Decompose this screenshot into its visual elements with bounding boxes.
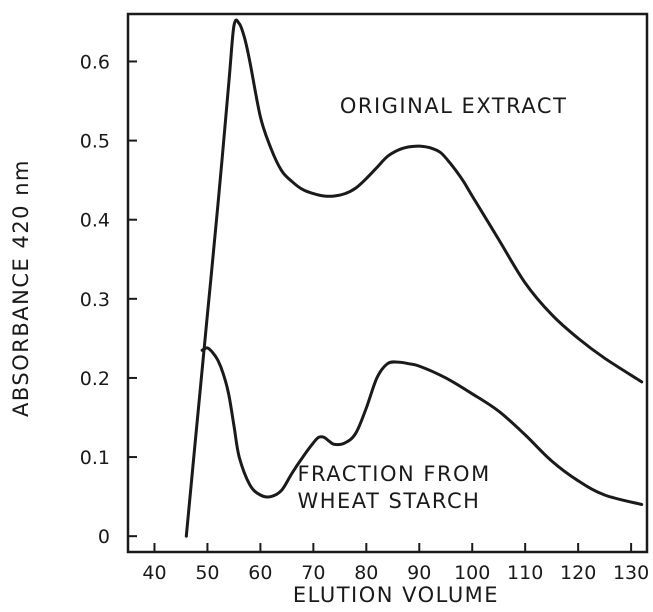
x-tick-label: 80 — [354, 562, 378, 584]
x-tick-label: 100 — [454, 562, 490, 584]
plot-frame — [126, 12, 649, 554]
y-axis-title: ABSORBANCE 420 nm — [9, 159, 33, 417]
annotation-text: WHEAT STARCH — [297, 489, 480, 513]
x-axis-title: ELUTION VOLUME — [293, 583, 499, 607]
x-tick-label: 120 — [560, 562, 596, 584]
series-line-1 — [200, 346, 644, 506]
y-tick-label: 0 — [98, 526, 110, 548]
y-axis-title-group: ABSORBANCE 420 nm — [9, 159, 33, 417]
annotation-text: ORIGINAL EXTRACT — [340, 94, 568, 118]
x-tick-label: 130 — [613, 562, 649, 584]
y-tick-label: 0.2 — [80, 368, 110, 390]
x-tick-label: 90 — [407, 562, 431, 584]
y-tick-label: 0.4 — [80, 210, 110, 232]
x-tick-label: 40 — [142, 562, 166, 584]
annotations: ORIGINAL EXTRACT FRACTION FROM WHEAT STARC… — [297, 94, 568, 513]
x-tick-label: 110 — [507, 562, 543, 584]
x-tick-label: 60 — [248, 562, 272, 584]
y-tick-label: 0.6 — [80, 51, 110, 73]
y-tick-label: 0.5 — [80, 131, 110, 153]
x-tick-label: 70 — [301, 562, 325, 584]
x-ticks: 40 50 60 70 80 90 100 110 120 130 — [142, 543, 649, 584]
annotation-text: FRACTION FROM — [297, 462, 490, 486]
x-tick-label: 50 — [195, 562, 219, 584]
series-group — [184, 18, 644, 538]
y-ticks: 0 0.1 0.2 0.3 0.4 0.5 0.6 — [80, 51, 137, 548]
y-tick-label: 0.1 — [80, 447, 110, 469]
y-tick-label: 0.3 — [80, 289, 110, 311]
series-line-0 — [184, 18, 644, 538]
